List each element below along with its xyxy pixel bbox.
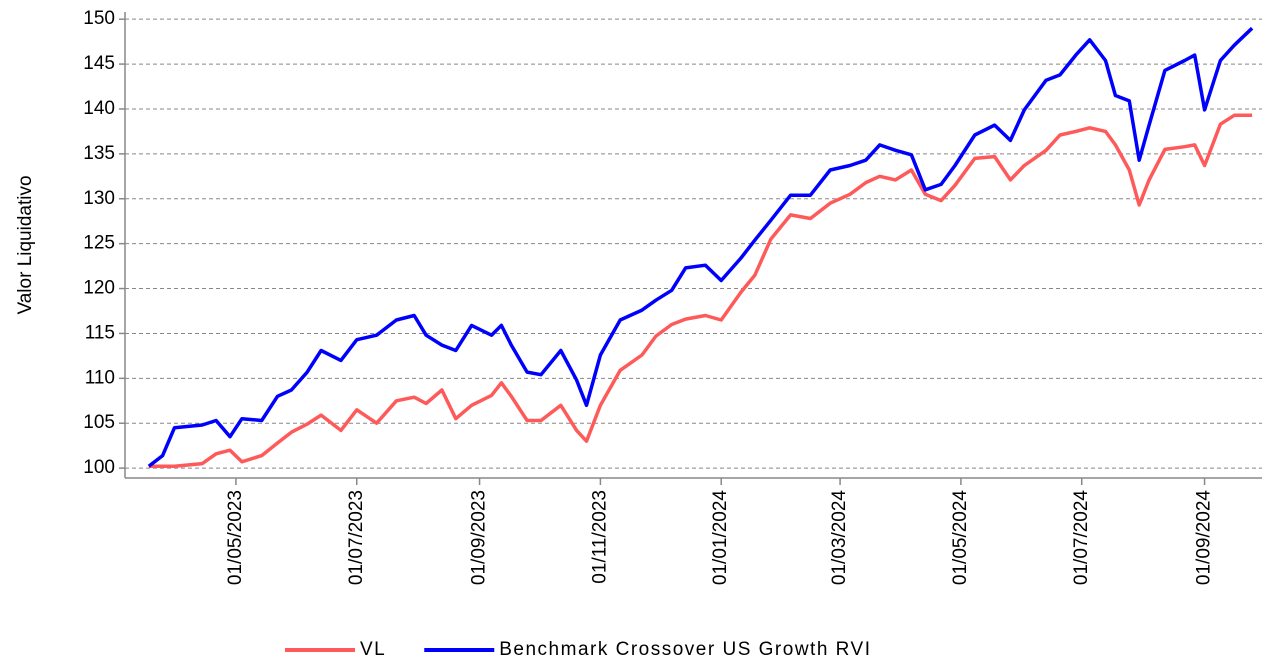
series-line — [148, 113, 1253, 469]
x-tick-label: 01/01/2024 — [710, 490, 731, 586]
y-tick-label: 120 — [83, 278, 115, 299]
legend-label: VL — [360, 639, 386, 660]
y-tick-label: 105 — [83, 412, 115, 433]
series-line — [147, 26, 1254, 468]
legend-label: Benchmark Crossover US Growth RVI — [499, 639, 871, 660]
x-tick-label: 01/07/2023 — [346, 490, 367, 585]
y-tick-label: 110 — [85, 367, 115, 388]
y-tick-label: 125 — [83, 233, 115, 254]
x-tick-label: 01/07/2024 — [1071, 490, 1092, 586]
x-tick-label: 01/05/2024 — [950, 490, 971, 586]
y-tick-label: 135 — [83, 143, 115, 164]
x-tick-label: 01/03/2024 — [829, 490, 850, 586]
y-tick-label: 130 — [83, 188, 115, 209]
y-tick-label: 100 — [83, 457, 115, 478]
y-tick-label: 150 — [83, 8, 115, 29]
y-axis-label: Valor Liquidativo — [15, 175, 36, 314]
y-tick-label: 140 — [83, 98, 115, 119]
y-tick-label: 145 — [83, 53, 115, 74]
x-tick-label: 01/11/2023 — [589, 490, 610, 584]
x-tick-label: 01/09/2024 — [1194, 490, 1215, 586]
y-tick-label: 115 — [85, 322, 115, 343]
x-tick-label: 01/05/2023 — [225, 490, 246, 585]
x-tick-label: 01/09/2023 — [469, 490, 490, 585]
